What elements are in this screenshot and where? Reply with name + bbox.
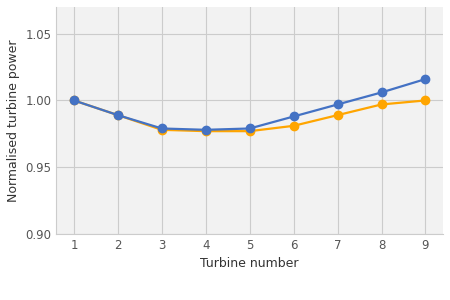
neutral <box>379 103 384 106</box>
stable <box>159 127 165 130</box>
stable <box>247 127 252 130</box>
neutral <box>71 99 76 102</box>
stable <box>379 91 384 94</box>
stable <box>71 99 76 102</box>
stable <box>203 128 208 132</box>
stable <box>423 77 428 81</box>
Y-axis label: Normalised turbine power: Normalised turbine power <box>7 39 20 202</box>
Line: stable: stable <box>70 75 430 134</box>
neutral <box>291 124 297 128</box>
neutral <box>159 128 165 132</box>
neutral <box>335 113 340 117</box>
stable <box>291 115 297 118</box>
neutral <box>247 129 252 133</box>
neutral <box>423 99 428 102</box>
stable <box>335 103 340 106</box>
Line: neutral: neutral <box>70 96 430 135</box>
X-axis label: Turbine number: Turbine number <box>200 257 299 270</box>
neutral <box>203 129 208 133</box>
neutral <box>115 113 121 117</box>
stable <box>115 113 121 117</box>
